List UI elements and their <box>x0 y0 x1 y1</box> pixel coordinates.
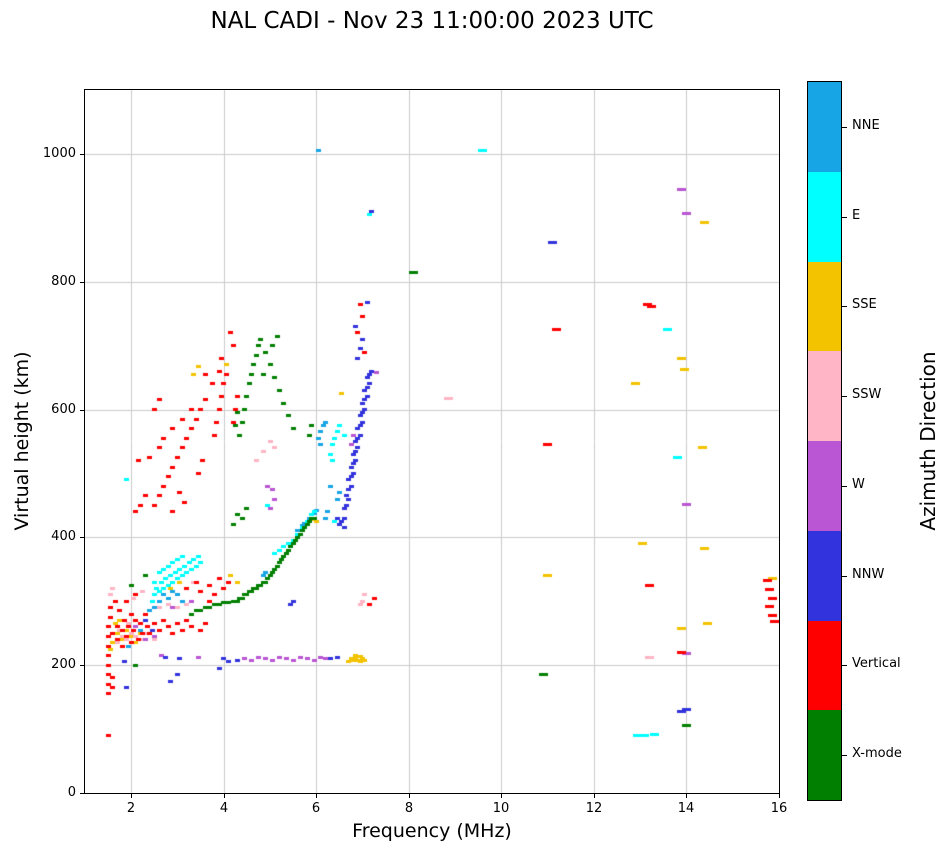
colorbar-tick-mark <box>842 396 847 397</box>
colorbar-segment-nne <box>808 82 841 172</box>
colorbar-tick-mark <box>842 576 847 577</box>
x-tick-label: 2 <box>126 801 136 816</box>
colorbar-tick-mark <box>842 127 847 128</box>
y-tick-label: 400 <box>51 529 76 544</box>
colorbar-tick-mark <box>842 665 847 666</box>
x-tick-label: 6 <box>311 801 321 816</box>
x-tick-mark <box>594 794 595 798</box>
x-tick-label: 8 <box>404 801 414 816</box>
colorbar-segment-w <box>808 441 841 531</box>
colorbar-segment-sse <box>808 261 841 352</box>
y-axis-label: Virtual height (km) <box>11 351 33 531</box>
x-tick-mark <box>224 794 225 798</box>
y-tick-mark <box>80 537 84 538</box>
y-tick-mark <box>80 154 84 155</box>
colorbar-label: NNW <box>852 567 885 582</box>
colorbar-label: SSE <box>852 297 877 312</box>
colorbar-label: E <box>852 208 861 223</box>
y-tick-label: 1000 <box>42 146 76 161</box>
x-tick-label: 12 <box>585 801 603 816</box>
colorbar-label: Vertical <box>852 656 901 671</box>
colorbar-tick-mark <box>842 755 847 756</box>
colorbar-label: SSW <box>852 387 882 402</box>
y-tick-mark <box>80 282 84 283</box>
y-tick-mark <box>80 410 84 411</box>
colorbar-label: NNE <box>852 118 880 133</box>
x-tick-label: 14 <box>677 801 695 816</box>
x-tick-mark <box>779 794 780 798</box>
colorbar-segment-ssw <box>808 351 841 441</box>
colorbar-label: X-mode <box>852 746 902 761</box>
x-tick-label: 4 <box>219 801 229 816</box>
x-tick-label: 10 <box>492 801 510 816</box>
x-tick-mark <box>316 794 317 798</box>
colorbar-segment-x-mode <box>808 710 841 800</box>
x-tick-mark <box>409 794 410 798</box>
scatter-plot-canvas <box>84 89 780 794</box>
colorbar-title: Azimuth Direction <box>916 351 940 531</box>
y-tick-label: 200 <box>51 657 76 672</box>
colorbar-segment-nnw <box>808 530 841 621</box>
chart-title: NAL CADI - Nov 23 11:00:00 2023 UTC <box>210 8 654 34</box>
x-tick-mark <box>501 794 502 798</box>
y-tick-label: 800 <box>51 274 76 289</box>
colorbar-tick-mark <box>842 306 847 307</box>
colorbar-label: W <box>852 477 865 492</box>
colorbar-segment-vertical <box>808 620 841 711</box>
y-tick-mark <box>80 665 84 666</box>
colorbar-tick-mark <box>842 486 847 487</box>
colorbar-tick-mark <box>842 217 847 218</box>
x-axis-label: Frequency (MHz) <box>352 820 512 842</box>
colorbar-segment-e <box>808 171 841 262</box>
y-tick-label: 0 <box>67 785 76 800</box>
y-tick-label: 600 <box>51 402 76 417</box>
x-tick-label: 16 <box>770 801 788 816</box>
x-tick-mark <box>686 794 687 798</box>
x-tick-mark <box>131 794 132 798</box>
azimuth-colorbar <box>807 81 842 801</box>
y-tick-mark <box>80 793 84 794</box>
